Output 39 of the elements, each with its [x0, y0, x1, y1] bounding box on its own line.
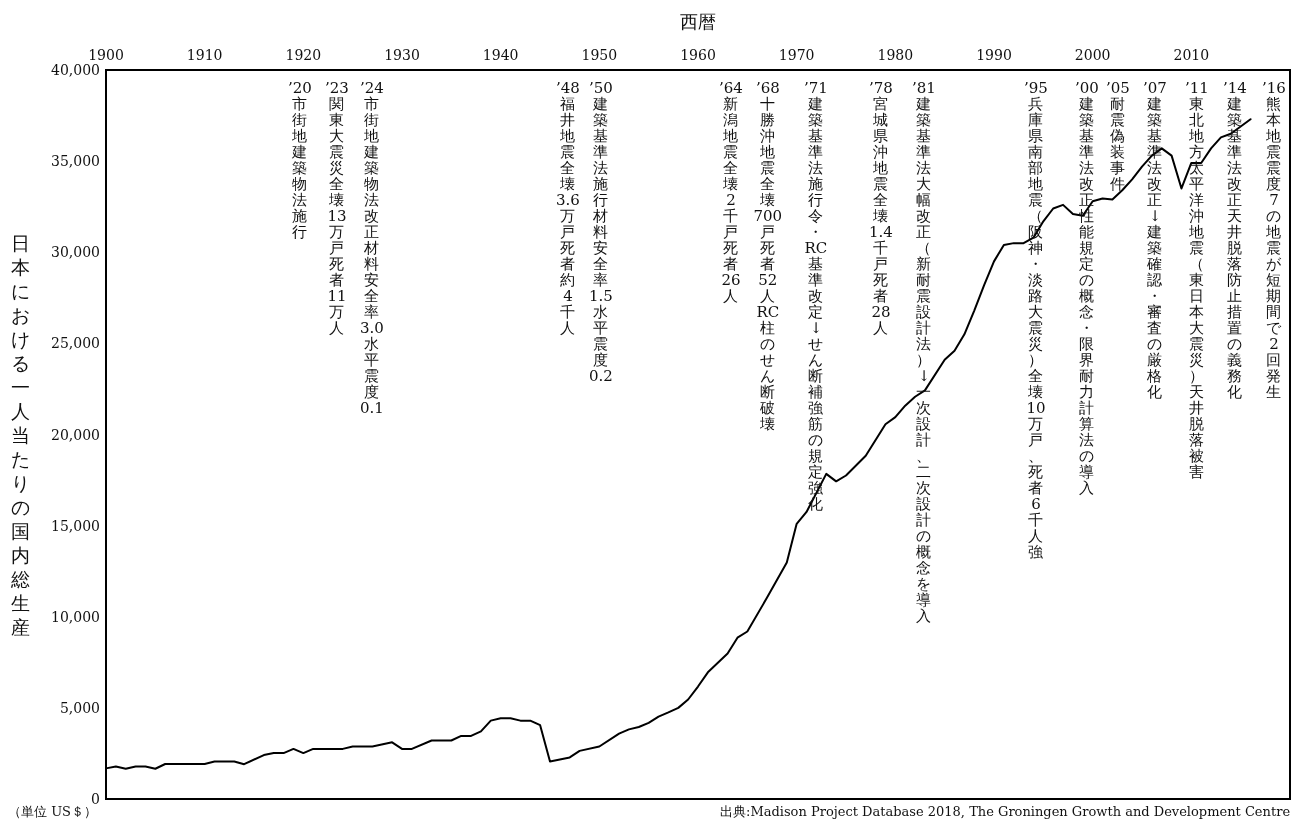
text: ’00 建築基準法改正性能規定の概念・限界耐力計算法の導入 [1075, 79, 1099, 497]
y-tick-label: 35,000 [51, 153, 100, 170]
y-tick-label: 10,000 [51, 608, 100, 625]
y-tick-label: 25,000 [51, 335, 100, 352]
text: ’50 建築基準法施行材料安全率1.5水平震度0.2 [589, 79, 613, 385]
text: ’16 熊本地震震度7の地震が短期間で2回発生 [1262, 79, 1286, 401]
x-tick-label: 1950 [581, 47, 618, 63]
y-tick-label: 15,000 [51, 517, 100, 534]
x-tick-label: 1900 [88, 47, 124, 63]
y-tick-label: 40,000 [51, 62, 100, 78]
y-tick-label: 20,000 [51, 426, 100, 443]
text: ’81 建築基準法大幅改正（新耐震設計法）↓一次設計、二次設計の概念を導入 [912, 79, 936, 625]
annotation: ’05 耐震偽装事件 [1106, 79, 1130, 193]
x-tick-label: 2010 [1173, 47, 1210, 63]
source-note: 出典:Madison Project Database 2018, The Groningen Growth and Development Centre [720, 803, 1291, 821]
x-tick-label: 1920 [285, 47, 322, 63]
text: ’14 建築基準法改正天井脱落防止措置の義務化 [1223, 79, 1247, 401]
text: ’24 市街地建築物法改正材料安全率3.0水平震度0.1 [360, 79, 384, 417]
y-tick-label: 5,000 [59, 699, 100, 716]
x-axis-title: 西暦 [680, 10, 716, 32]
y-tick-label: 30,000 [51, 244, 100, 261]
text: ’48 福井地震全壊3.6万戸死者約4千人 [556, 79, 580, 337]
text: ’20 市街地建築物法施行 [288, 79, 312, 241]
text: （単位 US＄） [8, 804, 97, 821]
text: ’23 関東大震災全壊13万戸死者11万人 [325, 79, 349, 337]
x-tick-label: 1970 [778, 47, 815, 63]
x-tick-label: 2000 [1074, 47, 1111, 63]
x-tick-label: 1990 [976, 47, 1012, 63]
text: ’68 十勝沖地震全壊700戸死者52人RC柱のせん断破壊 [753, 79, 783, 433]
x-tick-label: 1910 [186, 47, 223, 63]
text: ’64 新潟地震全壊2千戸死者26人 [719, 79, 743, 305]
text: ’78 宮城県沖地震全壊1.4千戸死者28人 [869, 79, 893, 337]
text: ’11 東北地方太平洋沖地震（東日本大震災）天井脱落被害 [1185, 79, 1209, 481]
x-tick-label: 1940 [482, 47, 519, 63]
y-tick-label: 0 [91, 791, 100, 807]
text: 日本における一人当たりの国内総生産 [10, 232, 30, 638]
x-tick-label: 1980 [877, 47, 914, 63]
x-tick-label: 1960 [680, 47, 716, 63]
x-tick-label: 1930 [384, 47, 420, 63]
